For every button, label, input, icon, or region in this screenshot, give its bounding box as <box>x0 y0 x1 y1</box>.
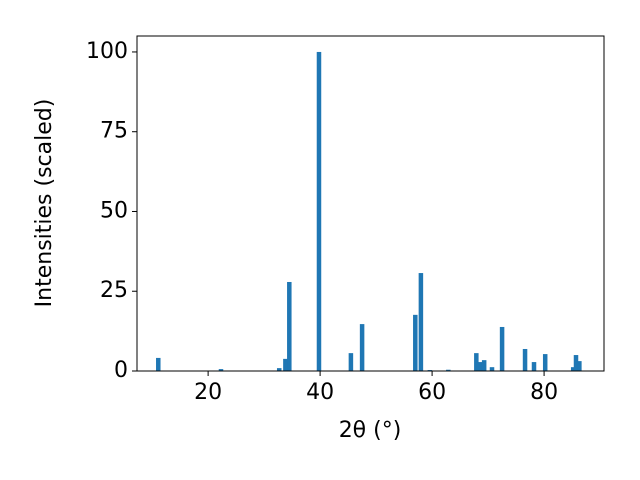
bar <box>489 367 495 371</box>
y-tick-label: 0 <box>114 358 128 383</box>
x-tick-label: 80 <box>530 380 558 405</box>
bar <box>478 362 483 371</box>
bar <box>156 357 161 371</box>
bar <box>573 355 579 371</box>
bar <box>542 354 548 371</box>
bar <box>446 369 451 371</box>
x-axis-label: 2θ (°) <box>339 418 402 443</box>
x-tick-label: 60 <box>418 380 446 405</box>
bar <box>570 367 576 371</box>
y-tick-label: 75 <box>100 119 128 144</box>
x-tick-label: 40 <box>306 380 334 405</box>
bar <box>481 360 487 371</box>
bar <box>418 273 424 371</box>
bar <box>287 281 292 371</box>
bar <box>577 361 582 371</box>
bar <box>283 358 288 371</box>
bar <box>413 314 418 371</box>
plot-frame <box>136 35 605 372</box>
y-tick-label: 50 <box>100 198 128 223</box>
y-tick-label: 25 <box>100 278 128 303</box>
bar <box>499 326 505 371</box>
bar <box>531 362 537 371</box>
y-tick-label: 100 <box>86 39 128 64</box>
bar <box>359 324 365 371</box>
bar <box>522 348 528 371</box>
bar <box>316 51 322 371</box>
bar <box>348 353 354 371</box>
bar <box>276 368 282 371</box>
bar <box>218 369 224 371</box>
bar <box>474 353 479 371</box>
x-tick-label: 20 <box>194 380 222 405</box>
y-axis-label: Intensities (scaled) <box>32 99 57 308</box>
